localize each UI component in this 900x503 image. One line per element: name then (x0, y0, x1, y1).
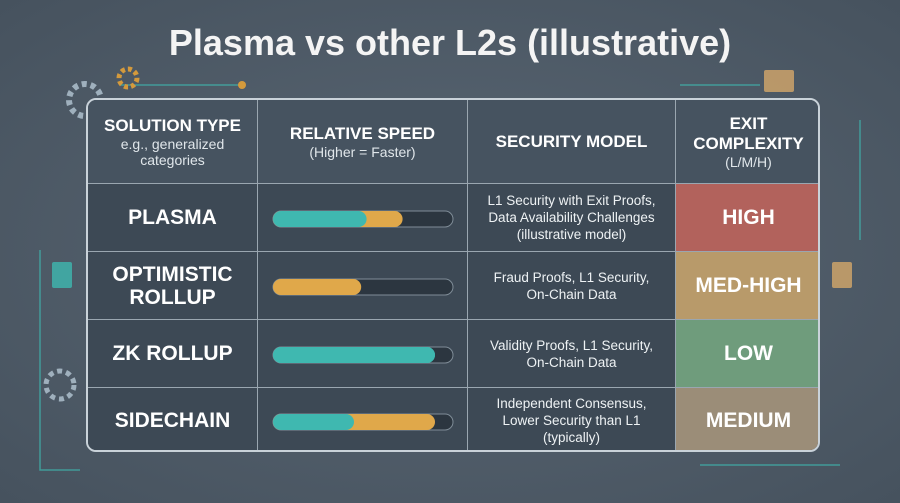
speed-cell (258, 320, 468, 388)
exit-complexity: HIGH (722, 205, 775, 229)
security-model: Fraud Proofs, L1 Security, (493, 269, 650, 285)
header-title: COMPLEXITY (693, 133, 804, 153)
exit-complexity: MEDIUM (705, 408, 792, 432)
exit-cell: MEDIUM (676, 388, 818, 450)
header-sub: categories (140, 151, 205, 168)
exit-cell: HIGH (676, 184, 818, 252)
security-cell: Independent Consensus, Lower Security tha… (468, 388, 676, 450)
solution-type: SIDECHAIN (114, 409, 231, 432)
header-cell: SOLUTION TYPE e.g., generalized categories (88, 100, 258, 184)
security-model: Independent Consensus, (496, 396, 647, 411)
header-title: EXIT (729, 113, 768, 133)
security-cell: Validity Proofs, L1 Security, On-Chain Da… (468, 320, 676, 388)
type-cell: ZK ROLLUP (88, 320, 258, 388)
solution-type: PLASMA (128, 206, 217, 229)
solution-type: ROLLUP (129, 285, 216, 309)
type-cell: OPTIMISTIC ROLLUP (88, 252, 258, 320)
exit-cell: LOW (676, 320, 818, 388)
security-model: Lower Security than L1 (502, 413, 641, 428)
speed-bar (272, 278, 453, 295)
speed-bar (272, 210, 453, 227)
security-model: (illustrative model) (516, 227, 627, 242)
speed-cell (258, 252, 468, 320)
security-model: On-Chain Data (526, 286, 617, 302)
header-sub: (L/M/H) (725, 153, 772, 170)
exit-complexity: MED-HIGH (695, 273, 802, 297)
security-model: Validity Proofs, L1 Security, (489, 337, 654, 353)
header-cell: EXIT COMPLEXITY (L/M/H) (676, 100, 818, 184)
speed-bar (272, 346, 453, 363)
exit-cell: MED-HIGH (676, 252, 818, 320)
speed-cell (258, 184, 468, 252)
header-title: SECURITY MODEL (495, 131, 648, 151)
header-cell: SECURITY MODEL (468, 100, 676, 184)
speed-cell (258, 388, 468, 450)
header-title: SOLUTION TYPE (104, 115, 241, 135)
type-cell: PLASMA (88, 184, 258, 252)
solution-type: ZK ROLLUP (112, 342, 233, 365)
exit-complexity: LOW (724, 341, 773, 365)
solution-type: OPTIMISTIC (112, 262, 233, 286)
security-model: On-Chain Data (526, 354, 617, 370)
security-model: L1 Security with Exit Proofs, (487, 193, 656, 208)
title: Plasma vs other L2s (illustrative) (168, 22, 732, 63)
security-cell: L1 Security with Exit Proofs, Data Availa… (468, 184, 676, 252)
header-sub: e.g., generalized (120, 135, 225, 152)
header-cell: RELATIVE SPEED (Higher = Faster) (258, 100, 468, 184)
header-sub: (Higher = Faster) (309, 143, 416, 160)
header-title: RELATIVE SPEED (289, 123, 436, 143)
security-model: (typically) (542, 430, 600, 445)
comparison-table: SOLUTION TYPE e.g., generalized categories… (86, 98, 820, 452)
type-cell: SIDECHAIN (88, 388, 258, 450)
speed-bar (272, 413, 453, 430)
security-cell: Fraud Proofs, L1 Security, On-Chain Data (468, 252, 676, 320)
security-model: Data Availability Challenges (488, 210, 655, 225)
